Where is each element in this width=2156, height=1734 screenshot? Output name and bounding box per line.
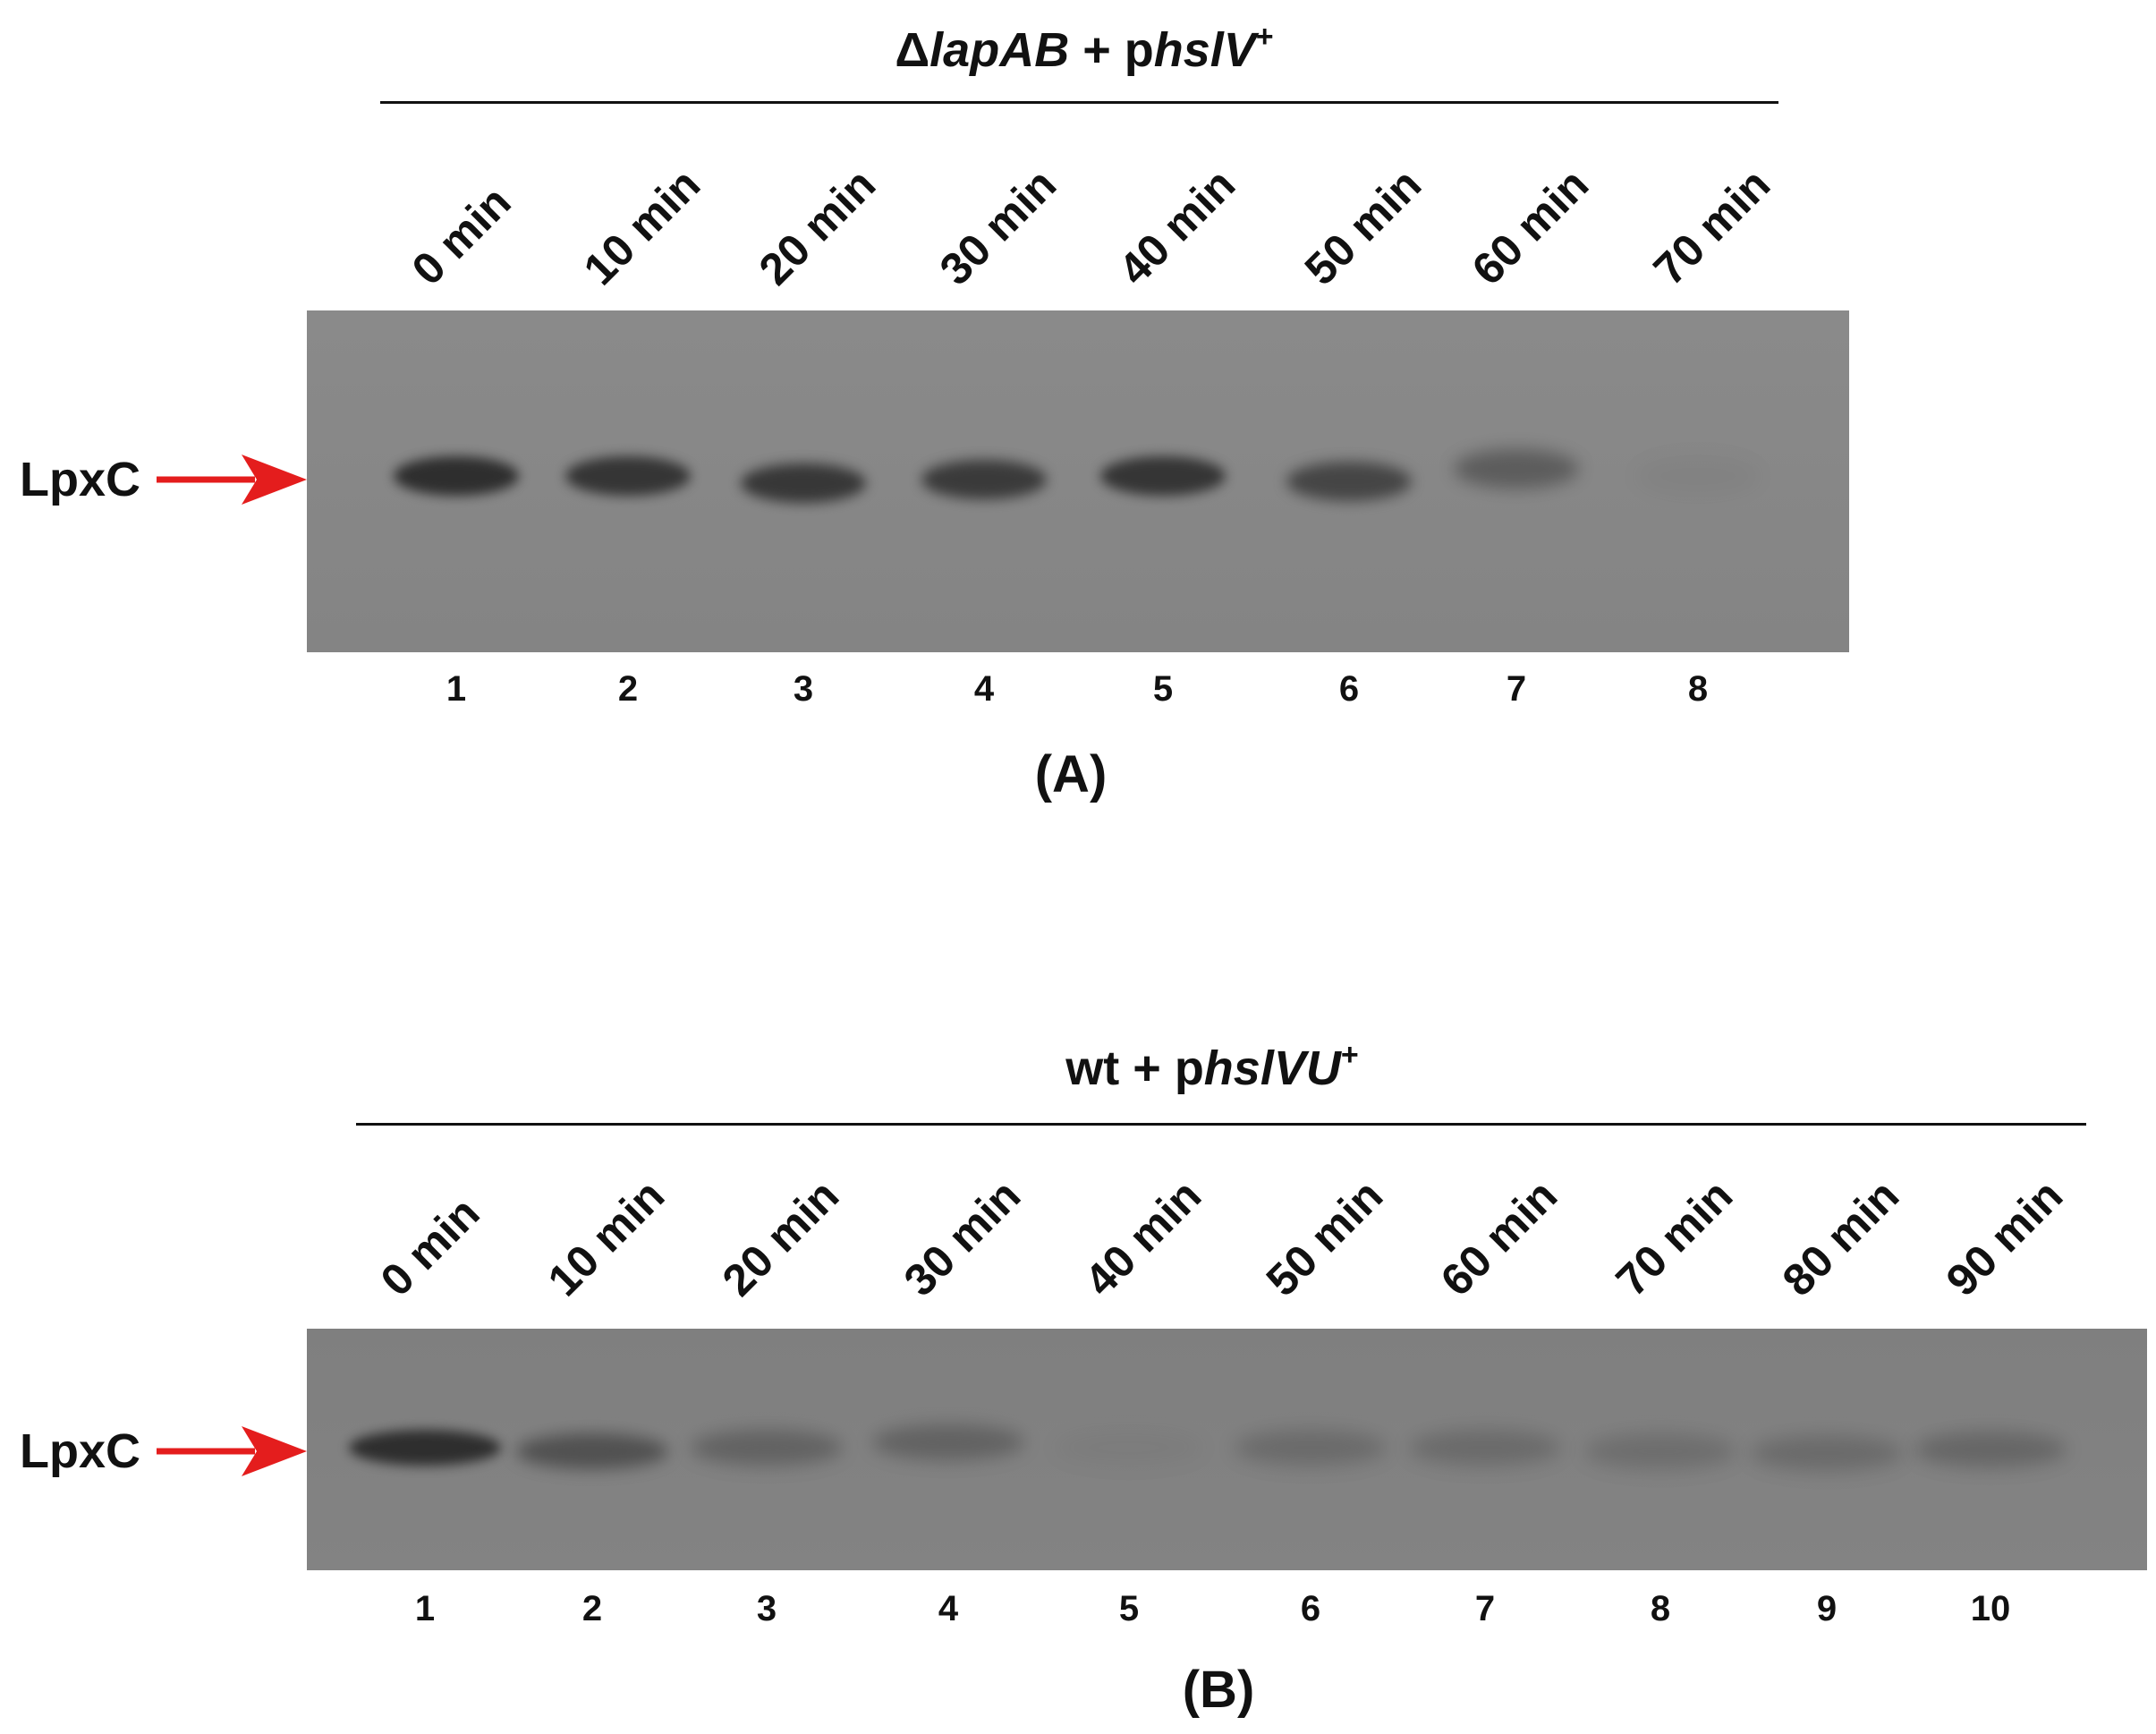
lane-number: 1 xyxy=(446,669,467,709)
lpxc-band xyxy=(872,1424,1024,1460)
lane-label: 60 min xyxy=(1462,158,1599,295)
gene-name: lapAB xyxy=(929,23,1070,77)
lane-number: 5 xyxy=(1118,1589,1140,1628)
lpxc-band xyxy=(394,456,519,496)
panel-b-bracket-line xyxy=(356,1123,2086,1126)
panel-a-bracket-line xyxy=(380,101,1778,104)
lane-number: 9 xyxy=(1816,1589,1838,1628)
lane-number: 5 xyxy=(1152,669,1174,709)
lane-number: 3 xyxy=(793,669,814,709)
panel-a-label: (A) xyxy=(1034,745,1108,803)
lane-label: 80 min xyxy=(1772,1169,1909,1306)
lpxc-band xyxy=(349,1430,501,1466)
lane-number: 4 xyxy=(973,669,995,709)
panel-b-label: (B) xyxy=(1182,1661,1255,1719)
lane-label: 10 min xyxy=(538,1169,675,1306)
lane-number: 6 xyxy=(1338,669,1360,709)
lane-label: 0 min xyxy=(370,1187,489,1306)
lpxc-band xyxy=(565,456,691,496)
lane-number: 6 xyxy=(1300,1589,1321,1628)
title-prefix: wt + p xyxy=(1065,1041,1204,1095)
title-superscript: + xyxy=(1340,1038,1359,1072)
lane-label: 90 min xyxy=(1936,1169,2073,1306)
lane-label: 0 min xyxy=(402,176,521,295)
lane-number: 2 xyxy=(581,1589,603,1628)
lane-label: 10 min xyxy=(573,158,710,295)
lane-number: 3 xyxy=(756,1589,777,1628)
lpxc-band xyxy=(741,463,866,503)
lane-label: 70 min xyxy=(1643,158,1780,295)
panel-a-band-label: LpxC xyxy=(20,453,140,506)
lpxc-band xyxy=(1914,1432,2067,1467)
panel-b-title: wt + phslVU+ xyxy=(1065,1038,1358,1096)
lane-label: 20 min xyxy=(749,158,886,295)
title-superscript: + xyxy=(1255,20,1274,54)
lane-number: 2 xyxy=(617,669,639,709)
plasmid-name: hslVU xyxy=(1203,1041,1341,1095)
panel-b-arrow-icon xyxy=(157,1426,307,1476)
lane-label: 30 min xyxy=(894,1169,1031,1306)
lane-number: 10 xyxy=(1970,1589,2011,1628)
lane-label: 40 min xyxy=(1108,158,1245,295)
lane-number: 4 xyxy=(938,1589,959,1628)
lpxc-band xyxy=(691,1430,843,1466)
lpxc-band xyxy=(1286,462,1412,501)
panel-a-title: ΔlapAB + phslV+ xyxy=(895,20,1273,78)
lpxc-band xyxy=(1751,1435,1903,1471)
lpxc-band xyxy=(1100,456,1226,496)
lane-label: 30 min xyxy=(929,158,1066,295)
lpxc-band xyxy=(1454,449,1579,489)
lane-number: 1 xyxy=(414,1589,436,1628)
lpxc-band xyxy=(1635,456,1761,496)
lane-label: 60 min xyxy=(1430,1169,1567,1306)
panel-a-arrow-icon xyxy=(157,455,307,505)
lane-number: 8 xyxy=(1687,669,1709,709)
lane-number: 8 xyxy=(1650,1589,1671,1628)
lpxc-band xyxy=(1053,1430,1205,1466)
lane-label: 70 min xyxy=(1606,1169,1743,1306)
lane-number: 7 xyxy=(1506,669,1527,709)
lane-label: 20 min xyxy=(712,1169,849,1306)
lane-label: 50 min xyxy=(1256,1169,1393,1306)
lpxc-band xyxy=(921,460,1047,499)
lane-label: 50 min xyxy=(1294,158,1431,295)
lpxc-band xyxy=(1584,1433,1736,1469)
panel-a-gel-image xyxy=(307,310,1849,652)
lpxc-band xyxy=(1409,1430,1561,1466)
title-plus: + p xyxy=(1069,23,1154,77)
panel-b-gel-image xyxy=(307,1329,2147,1570)
panel-b-band-label: LpxC xyxy=(20,1424,140,1478)
delta-symbol: Δ xyxy=(895,23,930,77)
lane-number: 7 xyxy=(1474,1589,1496,1628)
lpxc-band xyxy=(1235,1430,1387,1466)
lpxc-band xyxy=(516,1433,668,1469)
plasmid-name: hslV xyxy=(1153,23,1256,77)
lane-label: 40 min xyxy=(1074,1169,1211,1306)
